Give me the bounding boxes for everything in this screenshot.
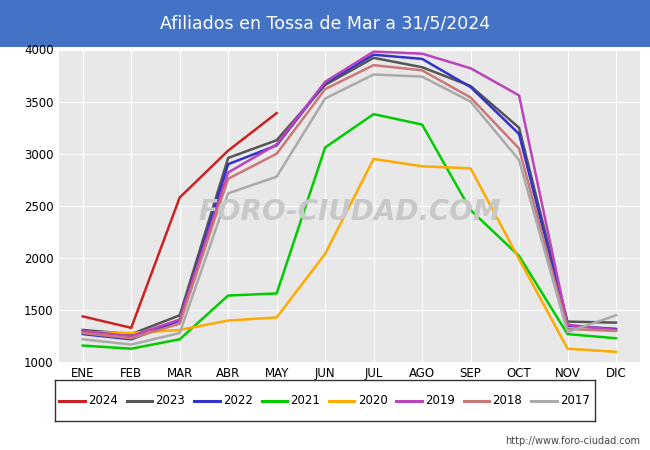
Text: 2017: 2017	[560, 394, 590, 407]
Text: 2020: 2020	[358, 394, 387, 407]
Text: Afiliados en Tossa de Mar a 31/5/2024: Afiliados en Tossa de Mar a 31/5/2024	[160, 14, 490, 33]
Text: 2023: 2023	[155, 394, 185, 407]
Text: 2021: 2021	[290, 394, 320, 407]
Text: 2018: 2018	[493, 394, 522, 407]
Text: 2019: 2019	[425, 394, 455, 407]
Text: 2022: 2022	[223, 394, 253, 407]
Text: http://www.foro-ciudad.com: http://www.foro-ciudad.com	[505, 436, 640, 446]
Text: FORO-CIUDAD.COM: FORO-CIUDAD.COM	[198, 198, 500, 226]
Text: 2024: 2024	[88, 394, 118, 407]
